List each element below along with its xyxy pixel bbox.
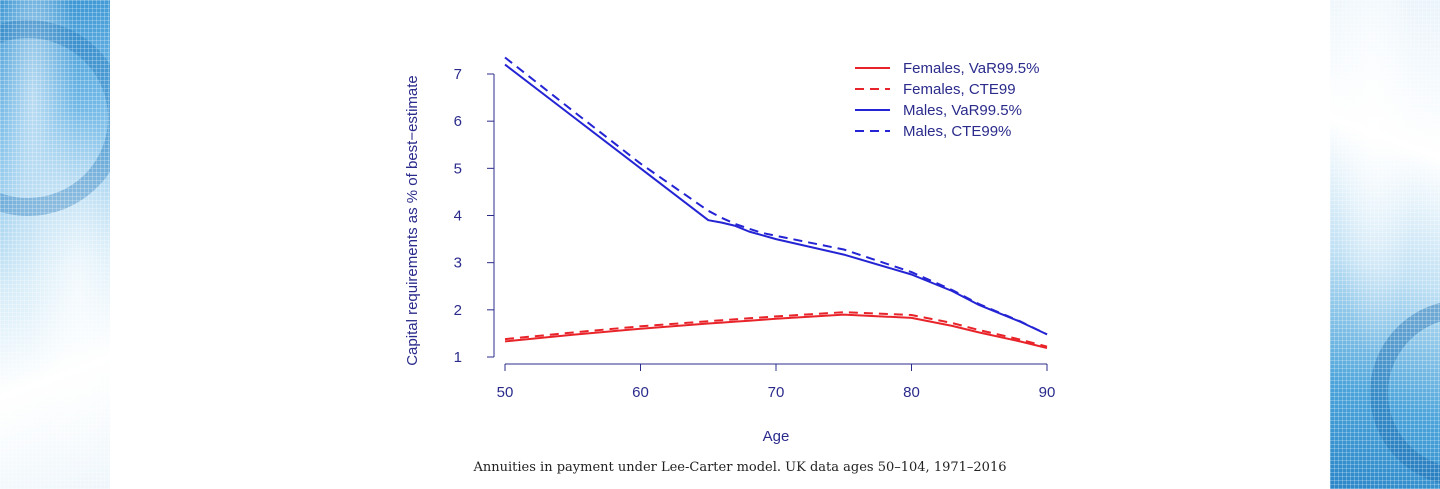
series-line-2 (504, 311, 1048, 348)
legend-label-2: Females, CTE99 (903, 81, 1016, 98)
x-tick-label: 60 (632, 384, 649, 401)
decorative-panel-right (1330, 0, 1440, 489)
x-tick-label: 50 (497, 384, 514, 401)
y-tick-label: 5 (454, 160, 462, 177)
y-axis-label: Capital requirements as % of best−estima… (404, 75, 421, 366)
x-tick-label: 90 (1039, 384, 1056, 401)
figure-caption: Annuities in payment under Lee-Carter mo… (473, 460, 1007, 475)
x-tick-label: 70 (768, 384, 785, 401)
series-line-1 (504, 313, 1048, 349)
legend-label-3: Males, VaR99.5% (903, 102, 1022, 119)
legend-label-1: Females, VaR99.5% (903, 60, 1039, 77)
y-tick-label: 1 (454, 349, 462, 366)
chart-axes: 50 60 70 80 90 1 2 3 4 5 6 7 (454, 66, 1056, 401)
y-tick-label: 7 (454, 66, 462, 83)
decorative-panel-left (0, 0, 110, 489)
x-tick-label: 80 (903, 384, 920, 401)
legend-label-4: Males, CTE99% (903, 123, 1011, 140)
chart-legend: Females, VaR99.5% Females, CTE99 Males, Va… (855, 60, 1039, 140)
y-tick-label: 2 (454, 302, 462, 319)
chart-series (504, 56, 1048, 349)
series-line-4 (504, 56, 1048, 336)
y-tick-label: 3 (454, 255, 462, 272)
y-tick-label: 6 (454, 113, 462, 130)
y-tick-label: 4 (454, 208, 462, 225)
x-axis-label: Age (763, 428, 790, 445)
